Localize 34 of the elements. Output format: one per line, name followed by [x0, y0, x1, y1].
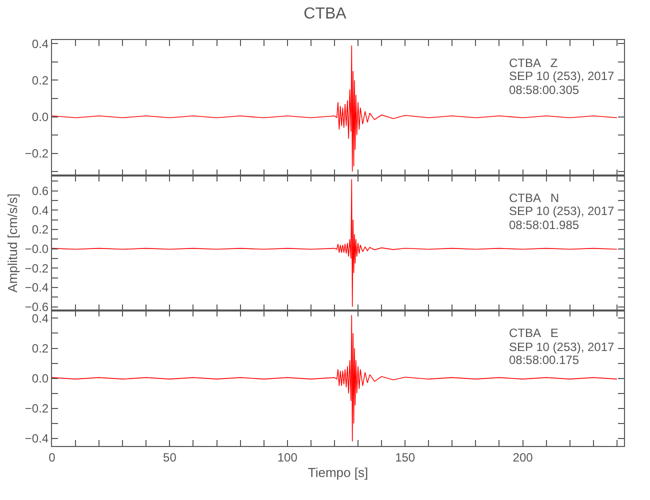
y-tick-label: 0.2	[32, 222, 49, 237]
y-tick-label: −0.0	[24, 242, 49, 256]
line-series	[52, 178, 618, 308]
x-axis-title: Tiempo [s]	[308, 465, 368, 480]
annotation: 08:58:01.985	[509, 218, 580, 232]
annotation: 08:58:00.175	[509, 353, 580, 367]
line-series	[52, 45, 618, 172]
annotation: SEP 10 (253), 2017	[509, 340, 615, 354]
y-tick-label: 0.4	[32, 36, 49, 51]
y-tick-label: 0.2	[32, 341, 49, 356]
chart-title: CTBA	[304, 6, 347, 23]
y-tick-label: 0.4	[32, 203, 49, 218]
annotation: CTBA E	[509, 326, 558, 340]
y-tick-label: −0.4	[24, 280, 49, 295]
y-tick-label: 0.2	[32, 73, 49, 88]
x-tick-label: 50	[163, 450, 177, 464]
y-axis-title: Amplitud [cm/s/s]	[4, 194, 20, 292]
x-tick-label: 100	[277, 450, 298, 464]
x-tick-label: 200	[512, 450, 534, 464]
y-tick-label: −0.2	[24, 402, 49, 416]
annotation: 08:58:00.305	[509, 83, 580, 97]
y-tick-label: −0.2	[24, 146, 49, 161]
y-tick-label: 0.6	[32, 184, 49, 198]
y-tick-label: −0.4	[24, 432, 49, 446]
y-tick-label: 0.0	[32, 110, 49, 124]
annotation: CTBA Z	[509, 56, 558, 70]
line-series	[52, 314, 618, 442]
annotation: CTBA N	[509, 191, 560, 205]
x-tick-label: 0	[48, 450, 56, 464]
annotation: SEP 10 (253), 2017	[509, 204, 615, 218]
y-tick-label: −0.2	[24, 261, 49, 276]
annotation: SEP 10 (253), 2017	[509, 69, 615, 83]
x-tick-label: 150	[395, 450, 416, 464]
y-tick-label: 0.0	[32, 372, 49, 386]
